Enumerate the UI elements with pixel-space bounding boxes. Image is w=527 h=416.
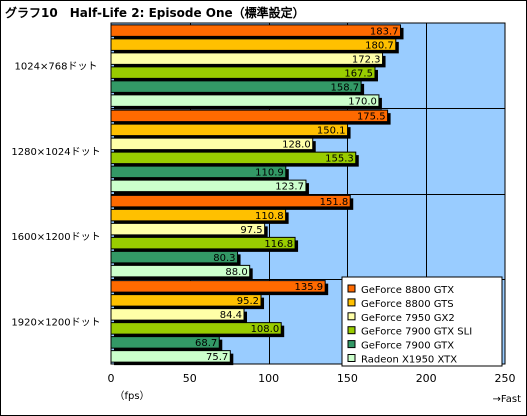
x-tick-label: 150 <box>337 372 358 385</box>
bar <box>110 52 384 65</box>
bar <box>110 322 282 335</box>
data-label: 88.0 <box>225 267 247 278</box>
bar <box>110 336 220 349</box>
legend-entry: GeForce 7900 GTX SLI <box>361 327 472 338</box>
data-label: 116.8 <box>264 239 293 250</box>
data-label: 158.7 <box>330 82 359 93</box>
category-label: 1280×1024ドット <box>11 147 100 158</box>
category-label: 1920×1200ドット <box>11 317 100 328</box>
data-label: 123.7 <box>275 182 304 193</box>
x-tick-label: 200 <box>416 372 437 385</box>
data-label: 172.3 <box>352 54 381 65</box>
x-tick-label: 0 <box>108 372 115 385</box>
bar <box>110 264 251 278</box>
bar <box>110 208 287 222</box>
legend-swatch <box>347 326 356 335</box>
bar <box>110 294 262 307</box>
legend-swatch <box>347 298 356 307</box>
data-label: 110.9 <box>255 168 284 179</box>
data-label: 135.9 <box>295 282 324 293</box>
data-label: 80.3 <box>213 253 235 264</box>
bar <box>110 80 362 93</box>
data-label: 183.7 <box>370 26 399 37</box>
bar <box>110 194 351 208</box>
bar <box>110 24 402 37</box>
bar <box>110 350 231 363</box>
data-label: 167.5 <box>344 68 373 79</box>
data-label: 151.8 <box>320 197 349 208</box>
data-label: 68.7 <box>195 338 217 349</box>
data-label: 95.2 <box>237 296 259 307</box>
bar <box>110 250 239 264</box>
legend-entry: GeForce 7900 GTX <box>361 341 454 352</box>
data-label: 110.8 <box>255 211 284 222</box>
legend <box>341 276 503 367</box>
data-label: 128.0 <box>282 140 311 151</box>
bar <box>110 308 245 321</box>
bar <box>110 109 389 123</box>
data-label: 75.7 <box>206 352 228 363</box>
category-label: 1600×1200ドット <box>11 232 100 243</box>
data-label: 155.3 <box>325 154 354 165</box>
legend-swatch <box>347 312 356 321</box>
bar <box>110 94 380 107</box>
legend-entry: Radeon X1950 XTX <box>361 355 457 366</box>
legend-swatch <box>347 354 356 362</box>
x-tick-label: 50 <box>183 372 197 385</box>
category-label: 1024×768ドット <box>15 62 98 73</box>
x-tick-label: 100 <box>258 372 279 385</box>
x-tick-label: 250 <box>495 372 516 385</box>
bar <box>110 123 349 137</box>
chart-title: グラフ10 Half-Life 2: Episode One（標準設定） <box>5 6 305 20</box>
bar <box>110 165 287 179</box>
bar <box>110 280 326 293</box>
bar <box>110 66 376 79</box>
data-label: 97.5 <box>240 225 262 236</box>
data-label: 150.1 <box>317 126 346 137</box>
x-axis-label: （fps） <box>114 390 149 402</box>
legend-swatch <box>347 284 356 293</box>
bar <box>110 236 296 250</box>
data-label: 84.4 <box>220 310 242 321</box>
bar <box>110 151 357 165</box>
data-label: 170.0 <box>348 96 377 107</box>
legend-swatch <box>347 340 356 349</box>
direction-label: →Fast <box>493 394 522 405</box>
data-label: 175.5 <box>357 112 386 123</box>
bar <box>110 38 397 51</box>
legend-entry: GeForce 7950 GX2 <box>361 313 455 324</box>
legend-entry: GeForce 8800 GTS <box>361 299 454 310</box>
bar <box>110 222 266 236</box>
data-label: 108.0 <box>251 324 280 335</box>
bar <box>110 179 307 193</box>
legend-entry: GeForce 8800 GTX <box>361 285 454 296</box>
bar <box>110 137 314 151</box>
data-label: 180.7 <box>365 40 394 51</box>
